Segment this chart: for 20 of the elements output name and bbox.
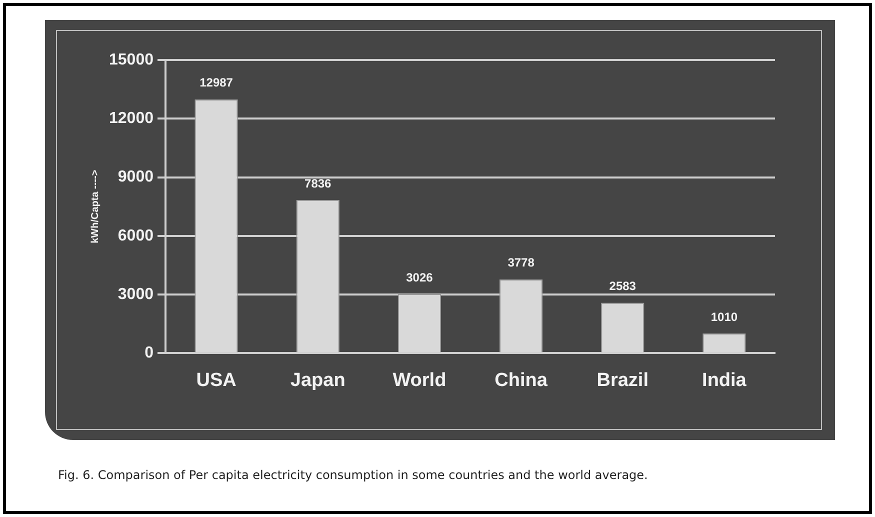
y-axis-title: kWh/Capta ----> xyxy=(90,170,101,244)
y-tick-label: 9000 xyxy=(118,168,154,186)
data-label: 3778 xyxy=(508,256,535,270)
data-label: 7836 xyxy=(304,176,332,190)
y-tick-label: 12000 xyxy=(108,110,154,128)
x-tick-label: Brazil xyxy=(596,370,648,391)
x-tick-label: China xyxy=(494,370,548,391)
x-tick-label: Japan xyxy=(290,370,346,391)
x-tick-label: India xyxy=(702,370,747,391)
data-label: 1010 xyxy=(710,310,738,324)
x-tick-label: USA xyxy=(196,370,237,391)
x-tick-label: World xyxy=(392,370,446,391)
y-tick-label: 3000 xyxy=(118,286,154,303)
y-tick-label: 6000 xyxy=(118,227,154,244)
data-label: 12987 xyxy=(200,76,234,90)
y-tick-label: 0 xyxy=(144,344,154,362)
data-label: 3026 xyxy=(406,270,434,284)
y-tick-label: 15000 xyxy=(108,51,154,68)
data-label: 2583 xyxy=(609,279,636,294)
caption: Fig. 6. Comparison of Per capita electricity consumption in some countries and the world average. xyxy=(58,468,648,482)
